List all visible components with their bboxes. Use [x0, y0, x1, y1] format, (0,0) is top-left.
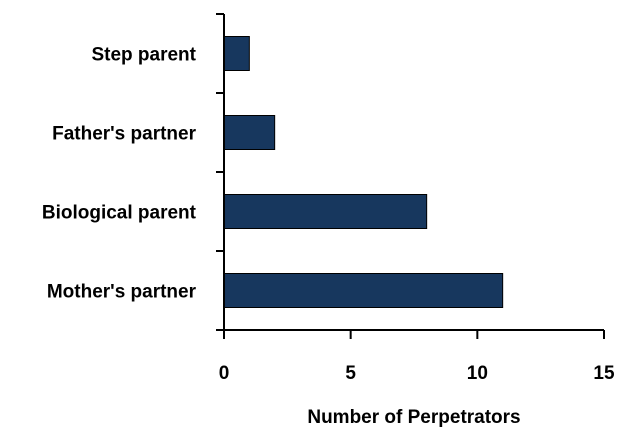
x-tick-label-0: 0 [219, 363, 230, 384]
category-labels: Mother's partner Biological parent Father'… [42, 45, 197, 303]
x-tick-label-5: 5 [345, 363, 356, 384]
category-label-biological-parent: Biological parent [42, 203, 197, 224]
x-tick-label-10: 10 [467, 363, 488, 384]
x-tick-label-15: 15 [593, 363, 615, 384]
category-label-mother-s-partner: Mother's partner [47, 282, 197, 303]
bar-father-s-partner [223, 115, 276, 150]
category-label-step-parent: Step parent [91, 45, 196, 66]
bar-step-parent [223, 36, 250, 71]
bar-mother-s-partner [223, 273, 504, 308]
bars-group [223, 36, 504, 308]
tick-labels: 0 5 10 15 [219, 363, 615, 384]
category-label-father-s-partner: Father's partner [52, 124, 196, 145]
x-axis-title: Number of Perpetrators [307, 407, 520, 428]
axes-group [216, 13, 605, 339]
bar-biological-parent [223, 194, 428, 229]
